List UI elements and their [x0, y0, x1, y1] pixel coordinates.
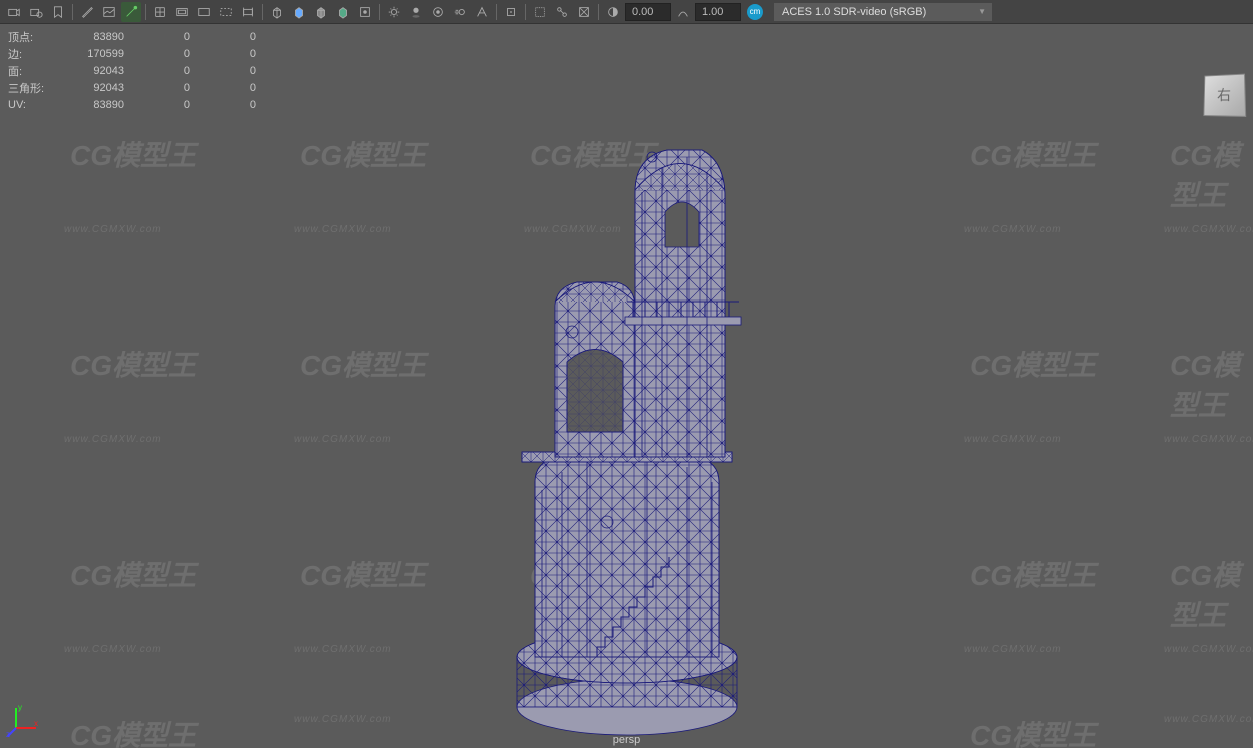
colorspace-indicator-icon[interactable]: cm: [747, 4, 763, 20]
film-gate-icon[interactable]: [172, 2, 192, 22]
exposure-field[interactable]: [625, 3, 671, 21]
camera-icon[interactable]: [4, 2, 24, 22]
colorspace-value: ACES 1.0 SDR-video (sRGB): [782, 6, 926, 18]
exposure-icon[interactable]: [603, 2, 623, 22]
svg-text:x: x: [34, 719, 38, 728]
watermark-url: www.CGMXW.com: [294, 434, 392, 445]
watermark-logo: CG模型王: [970, 554, 1096, 594]
watermark-logo: CG模型王: [300, 554, 426, 594]
watermark-logo: CG模型王: [70, 714, 196, 748]
watermark-logo: CG模型王: [300, 134, 426, 174]
watermark-url: www.CGMXW.com: [1164, 224, 1253, 235]
watermark-logo: CG模型王: [1170, 134, 1253, 214]
watermark-logo: CG模型王: [970, 714, 1096, 748]
xray-icon[interactable]: [530, 2, 550, 22]
separator: [379, 4, 380, 20]
watermark-url: www.CGMXW.com: [964, 224, 1062, 235]
resolution-gate-icon[interactable]: [238, 2, 258, 22]
separator: [525, 4, 526, 20]
stats-row: 边:17059900: [8, 45, 256, 62]
separator: [598, 4, 599, 20]
poly-stats-panel: 顶点:8389000 边:17059900 面:9204300 三角形:9204…: [8, 28, 256, 113]
camera-label: persp: [613, 734, 641, 746]
isolate-icon[interactable]: [501, 2, 521, 22]
separator: [262, 4, 263, 20]
watermark-logo: CG模型王: [300, 344, 426, 384]
watermark-logo: CG模型王: [70, 554, 196, 594]
safe-title-icon[interactable]: [216, 2, 236, 22]
watermark-url: www.CGMXW.com: [64, 644, 162, 655]
watermark-url: www.CGMXW.com: [964, 434, 1062, 445]
separator: [145, 4, 146, 20]
watermark-url: www.CGMXW.com: [64, 434, 162, 445]
hw-texture-icon[interactable]: [355, 2, 375, 22]
viewport-toolbar: cm ACES 1.0 SDR-video (sRGB): [0, 0, 1253, 24]
shadow-icon[interactable]: [406, 2, 426, 22]
gamma-icon[interactable]: [673, 2, 693, 22]
watermark-url: www.CGMXW.com: [964, 644, 1062, 655]
watermark-url: www.CGMXW.com: [294, 644, 392, 655]
svg-text:z: z: [6, 730, 10, 738]
watermark-logo: CG模型王: [1170, 344, 1253, 424]
watermark-logo: CG模型王: [970, 134, 1096, 174]
xray-component-icon[interactable]: [574, 2, 594, 22]
model-wireframe: [447, 102, 807, 742]
gamma-field[interactable]: [695, 3, 741, 21]
ao-icon[interactable]: [428, 2, 448, 22]
axis-gizmo[interactable]: y x z: [6, 702, 42, 738]
colorspace-dropdown[interactable]: ACES 1.0 SDR-video (sRGB): [773, 2, 993, 22]
gate-mask-icon[interactable]: [194, 2, 214, 22]
watermark-logo: CG模型王: [70, 134, 196, 174]
xray-joints-icon[interactable]: [552, 2, 572, 22]
bookmark-icon[interactable]: [48, 2, 68, 22]
watermark-logo: CG模型王: [70, 344, 196, 384]
textured-icon[interactable]: [333, 2, 353, 22]
wireframe-cube-icon[interactable]: [267, 2, 287, 22]
tweak-icon[interactable]: [121, 2, 141, 22]
separator: [72, 4, 73, 20]
camera-lock-icon[interactable]: [26, 2, 46, 22]
stats-row: 面:9204300: [8, 62, 256, 79]
stats-row: 顶点:8389000: [8, 28, 256, 45]
aa-icon[interactable]: [472, 2, 492, 22]
view-cube[interactable]: 右: [1203, 74, 1246, 117]
watermark-url: www.CGMXW.com: [294, 224, 392, 235]
motion-blur-icon[interactable]: [450, 2, 470, 22]
viewport[interactable]: 顶点:8389000 边:17059900 面:9204300 三角形:9204…: [0, 24, 1253, 748]
tower-svg: [447, 102, 807, 742]
watermark-url: www.CGMXW.com: [1164, 644, 1253, 655]
brush-icon[interactable]: [77, 2, 97, 22]
watermark-url: www.CGMXW.com: [1164, 714, 1253, 725]
watermark-url: www.CGMXW.com: [64, 224, 162, 235]
separator: [496, 4, 497, 20]
shaded-cube-icon[interactable]: [289, 2, 309, 22]
stats-row: 三角形:9204300: [8, 79, 256, 96]
stats-row: UV:8389000: [8, 96, 256, 113]
watermark-url: www.CGMXW.com: [1164, 434, 1253, 445]
watermark-logo: CG模型王: [970, 344, 1096, 384]
watermark-logo: CG模型王: [1170, 554, 1253, 634]
light-icon[interactable]: [384, 2, 404, 22]
watermark-url: www.CGMXW.com: [294, 714, 392, 725]
svg-text:y: y: [18, 703, 22, 712]
image-plane-icon[interactable]: [99, 2, 119, 22]
grid-icon[interactable]: [150, 2, 170, 22]
wireshaded-icon[interactable]: [311, 2, 331, 22]
